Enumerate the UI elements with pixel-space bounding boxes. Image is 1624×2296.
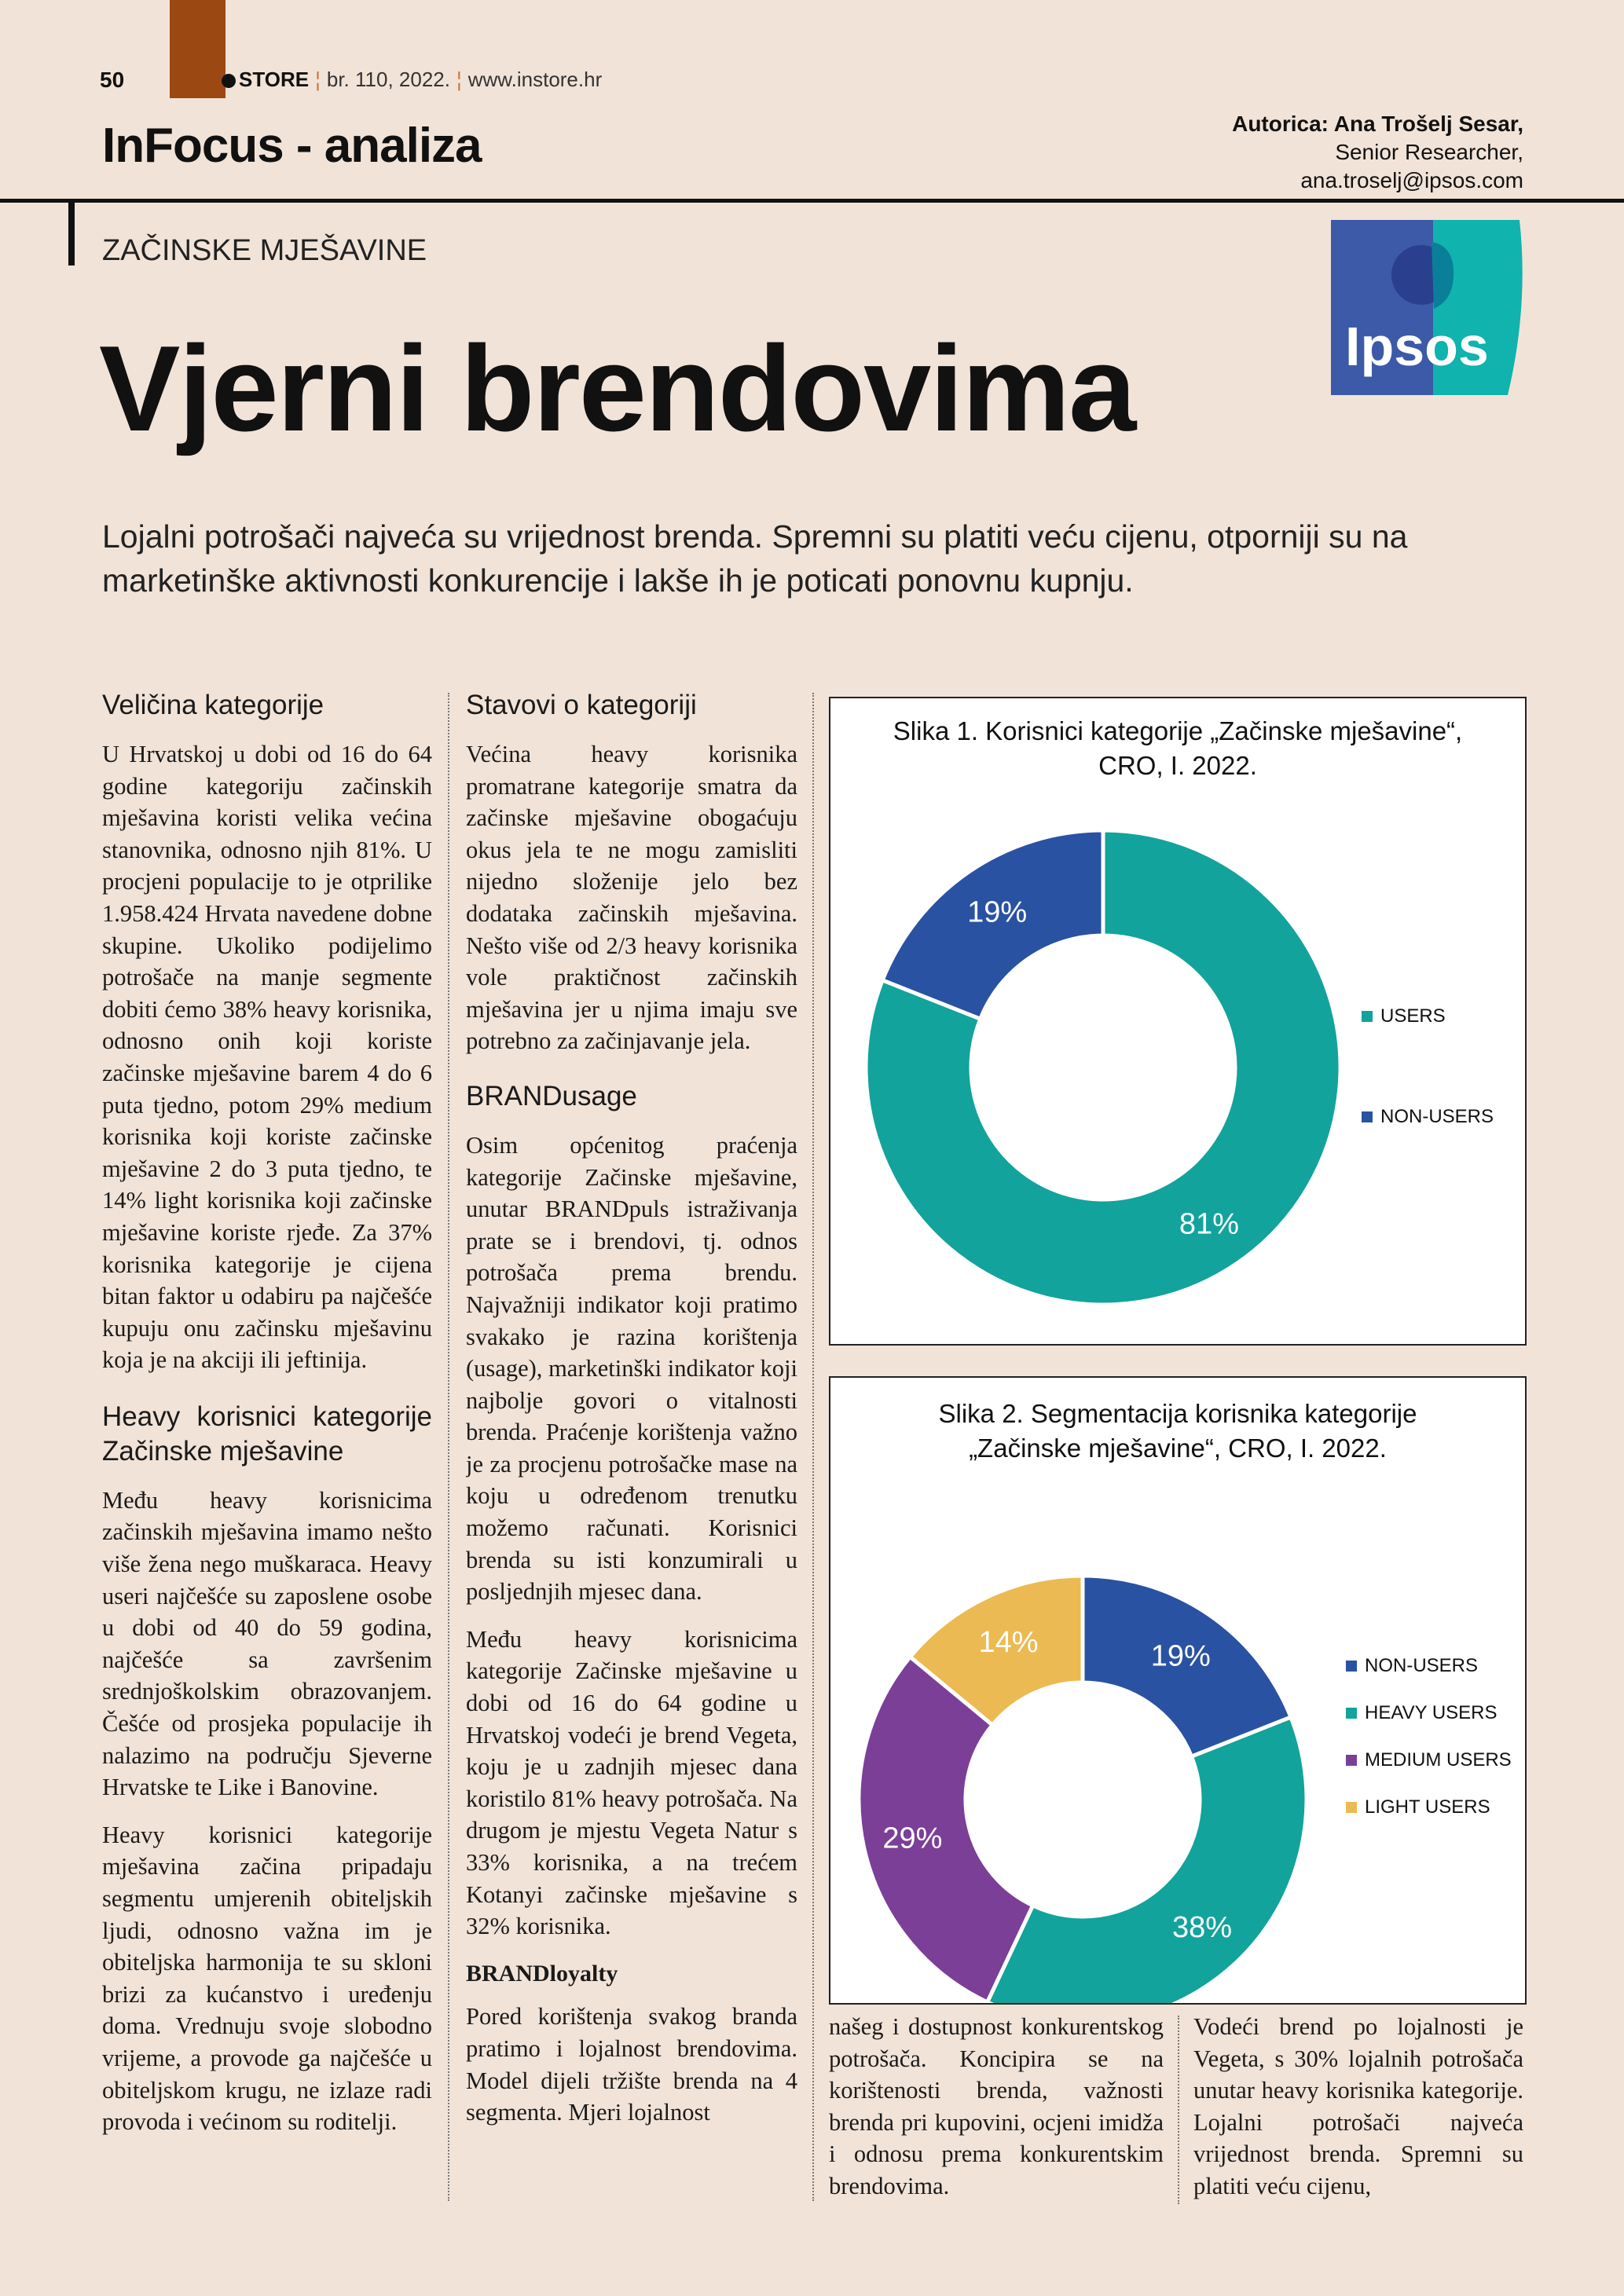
subheading: Stavovi o kategoriji xyxy=(466,690,697,720)
column-divider xyxy=(448,693,449,2201)
legend-swatch xyxy=(1346,1708,1357,1719)
donut-slice-non-users xyxy=(879,828,1105,1022)
magazine-brand: STORE xyxy=(239,68,310,91)
data-label: 14% xyxy=(978,1626,1038,1659)
legend-item: NON-USERS xyxy=(1362,1105,1494,1129)
subheading: Veličina kategorije xyxy=(102,690,324,720)
author-name: Autorica: Ana Trošelj Sesar, xyxy=(1232,112,1523,136)
data-label: 19% xyxy=(967,896,1027,929)
chart-legend: NON-USERS HEAVY USERS MEDIUM USERS LIGHT… xyxy=(1346,1654,1512,1819)
data-label: 19% xyxy=(1151,1639,1211,1672)
chart-title: Slika 1. Korisnici kategorije „Začinske … xyxy=(893,716,1463,780)
magazine-meta: STORE ¦ br. 110, 2022. ¦ www.instore.hr xyxy=(222,68,602,92)
legend-label: NON-USERS xyxy=(1380,1106,1494,1127)
chart-title: Slika 2. Segmentacija korisnika kategori… xyxy=(938,1399,1417,1463)
legend-swatch xyxy=(1346,1802,1357,1813)
paragraph: Heavy korisnici kategorije mješavina zač… xyxy=(102,1821,432,2136)
legend-label: LIGHT USERS xyxy=(1365,1796,1490,1818)
column-2: Stavovi o kategoriji Većina heavy korisn… xyxy=(466,688,797,2204)
data-label: 38% xyxy=(1172,1911,1232,1944)
ipsos-logo: Ipsos xyxy=(1331,220,1523,395)
legend-item: NON-USERS xyxy=(1346,1654,1512,1678)
data-label: 81% xyxy=(1179,1207,1239,1240)
legend-item: HEAVY USERS xyxy=(1346,1701,1512,1725)
issue: br. 110, 2022. xyxy=(326,68,450,91)
donut-slice-medium-users xyxy=(856,1653,1036,2003)
paragraph: Pored korištenja svakog branda pratimo i… xyxy=(466,2003,797,2126)
author-email[interactable]: ana.troselj@ipsos.com xyxy=(1300,168,1523,192)
logo-text: Ipsos xyxy=(1345,316,1489,377)
column-divider xyxy=(812,693,814,2201)
legend-swatch xyxy=(1346,1755,1357,1766)
chart-legend: USERS NON-USERS xyxy=(1362,1005,1494,1129)
paragraph: Među heavy korisnicima začinskih mješavi… xyxy=(102,1486,432,1801)
subheading: Heavy korisnici kategorije Začinske mješ… xyxy=(102,1401,432,1467)
column-divider xyxy=(1178,2016,1179,2204)
subheading: BRANDloyalty xyxy=(466,1960,618,1987)
chart-2: Slika 2. Segmentacija korisnika kategori… xyxy=(829,1376,1527,2005)
column-3: našeg i dostupnost konkurentskog potroša… xyxy=(829,2011,1164,2218)
lead-paragraph: Lojalni potrošači najveća su vrijednost … xyxy=(102,518,1408,599)
chart-1: Slika 1. Korisnici kategorije „Začinske … xyxy=(829,697,1527,1346)
section-title: InFocus - analiza xyxy=(102,119,482,173)
paragraph: Među heavy korisnicima kategorije Začins… xyxy=(466,1625,797,1940)
column-4: Vodeći brend po lojalnosti je Vegeta, s … xyxy=(1193,2011,1523,2218)
author-block: Autorica: Ana Trošelj Sesar, Senior Rese… xyxy=(1232,110,1523,195)
kicker-bar xyxy=(68,203,75,265)
legend-swatch xyxy=(1362,1111,1373,1122)
legend-label: MEDIUM USERS xyxy=(1365,1749,1512,1771)
donut-slice-non-users xyxy=(1080,1573,1294,1760)
kicker: ZAČINSKE MJEŠAVINE xyxy=(102,234,427,267)
paragraph: Osim općenitog praćenja kategorije Začin… xyxy=(466,1131,797,1606)
paragraph: Većina heavy korisnika promatrane katego… xyxy=(466,741,797,1055)
subheading: BRANDusage xyxy=(466,1080,637,1111)
donut-chart: 19% 38% 29% 14% xyxy=(856,1573,1309,2003)
donut-slice-light-users xyxy=(907,1573,1085,1728)
paragraph: našeg i dostupnost konkurentskog potroša… xyxy=(829,2013,1164,2199)
header-divider xyxy=(0,199,1624,203)
data-label: 29% xyxy=(882,1822,942,1855)
brand-color-bar xyxy=(170,0,225,98)
article-title: Vjerni brendovima xyxy=(99,320,1136,456)
legend-label: NON-USERS xyxy=(1365,1655,1479,1676)
legend-label: HEAVY USERS xyxy=(1365,1702,1498,1723)
in-logo-icon xyxy=(222,74,236,88)
legend-item: USERS xyxy=(1362,1005,1494,1028)
page-number: 50 xyxy=(100,68,125,92)
column-1: Veličina kategorije U Hrvatskoj u dobi o… xyxy=(102,688,432,2204)
paragraph: U Hrvatskoj u dobi od 16 do 64 godine ka… xyxy=(102,741,432,1374)
donut-slice-heavy-users xyxy=(984,1714,1309,2003)
legend-swatch xyxy=(1346,1661,1357,1672)
legend-item: MEDIUM USERS xyxy=(1346,1749,1512,1772)
author-role: Senior Researcher, xyxy=(1335,140,1523,164)
donut-chart: 81% 19% xyxy=(863,828,1343,1307)
website-link[interactable]: www.instore.hr xyxy=(467,68,603,91)
donut-slice-users xyxy=(863,828,1343,1307)
legend-item: LIGHT USERS xyxy=(1346,1796,1512,1819)
legend-label: USERS xyxy=(1380,1005,1446,1027)
legend-swatch xyxy=(1362,1011,1373,1022)
paragraph: Vodeći brend po lojalnosti je Vegeta, s … xyxy=(1193,2013,1523,2199)
